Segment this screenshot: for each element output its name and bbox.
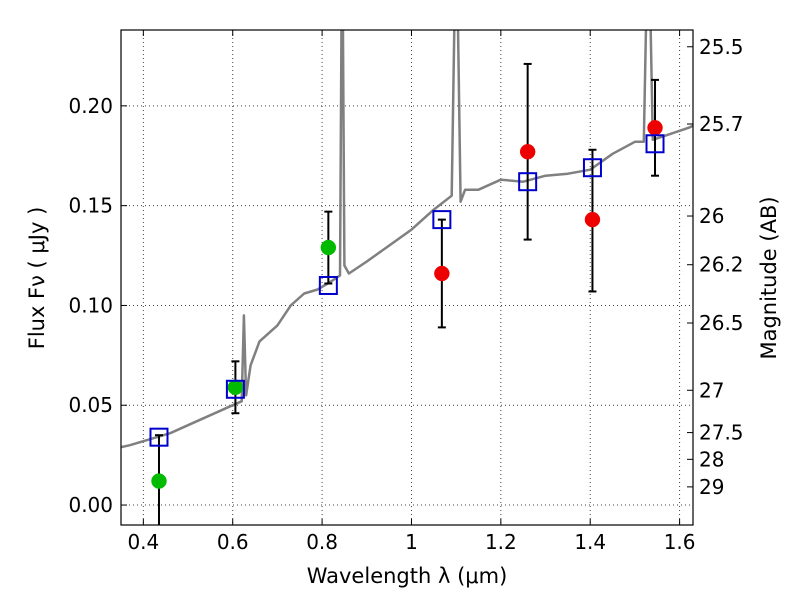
y-tick-label: 0.20 (68, 94, 113, 118)
y2-axis-label: Magnitude (AB) (757, 196, 781, 359)
plot-area (121, 30, 693, 525)
ticks: 0.4 0.6 0.8 1 1.2 1.4 1.6 0.00 0.05 0.10 0.15 0.20 2… (68, 30, 744, 554)
green-data-point (320, 239, 337, 256)
x-tick-label: 0.6 (217, 530, 249, 554)
model-point-square (518, 172, 538, 192)
red-data-point (434, 265, 450, 282)
y2-tick-label: 27 (699, 378, 724, 402)
red-data-point (647, 120, 663, 136)
grid (121, 30, 693, 525)
y2-tick-label: 26 (699, 204, 724, 228)
model-point-square (645, 134, 665, 154)
model-point-square (582, 158, 602, 178)
y-tick-label: 0.05 (68, 393, 113, 417)
y-tick-label: 0.00 (68, 493, 113, 517)
green-data-point (227, 379, 244, 396)
model-point-square (225, 379, 245, 399)
x-tick-label: 1.2 (485, 530, 517, 554)
x-axis-label: Wavelength λ (μm) (307, 564, 508, 588)
x-tick-label: 1.6 (664, 530, 696, 554)
plot-frame (120, 29, 694, 526)
y2-tick-label: 29 (699, 475, 724, 499)
x-tick-label: 0.4 (127, 530, 159, 554)
x-tick-label: 1 (405, 530, 418, 554)
y-tick-label: 0.10 (68, 293, 113, 317)
y-tick-label: 0.15 (68, 194, 113, 218)
model-spectrum-line (121, 30, 693, 449)
x-tick-label: 0.8 (306, 530, 338, 554)
y-axis-label: Flux Fν ( μJy ) (25, 207, 49, 350)
green-data-point (151, 473, 167, 489)
red-data-point (519, 144, 536, 160)
y2-tick-label: 26.5 (699, 311, 744, 335)
model-point-square (432, 210, 452, 230)
red-data-point (584, 211, 601, 228)
y2-tick-label: 27.5 (699, 421, 744, 445)
y2-tick-label: 25.5 (699, 35, 744, 59)
model-point-square (318, 275, 338, 295)
y2-tick-label: 26.2 (699, 253, 744, 277)
model-point-square (149, 427, 169, 447)
x-tick-label: 1.4 (574, 530, 606, 554)
y2-tick-label: 28 (699, 447, 724, 471)
y2-tick-label: 25.7 (699, 112, 744, 136)
